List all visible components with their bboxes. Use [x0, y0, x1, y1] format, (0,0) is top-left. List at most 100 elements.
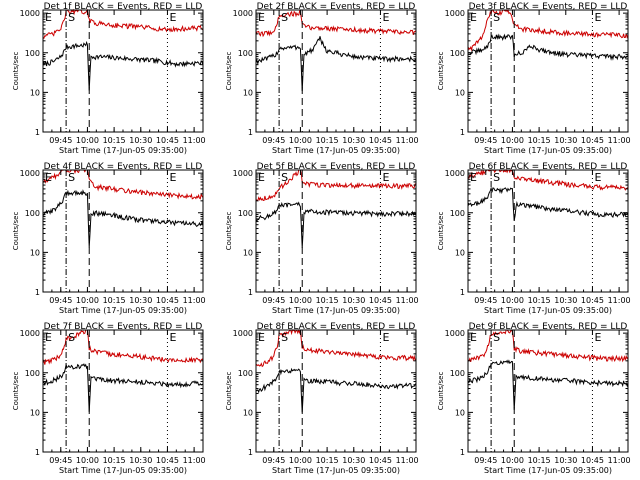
y-tick-label: 100	[450, 209, 465, 218]
x-axis-label: Start Time (17-Jun-05 09:35:00)	[59, 146, 187, 155]
x-tick-label: 10:00	[76, 136, 99, 145]
x-tick-label: 11:00	[396, 136, 419, 145]
x-tick-label: 10:15	[316, 136, 339, 145]
y-tick-label: 100	[238, 49, 253, 58]
marker-label: E	[258, 331, 265, 344]
y-tick-label: 10	[243, 88, 253, 97]
marker-label: E	[382, 11, 389, 24]
marker-label: E	[169, 331, 176, 344]
x-tick-label: 11:00	[608, 456, 631, 465]
marker-label: E	[258, 171, 265, 184]
lld-series-line	[42, 169, 204, 200]
y-tick-label: 1000	[445, 329, 465, 338]
y-tick-label: 100	[450, 369, 465, 378]
y-tick-label: 10	[455, 248, 465, 257]
x-tick-label: 10:45	[581, 136, 604, 145]
marker-label: E	[258, 11, 265, 24]
y-tick-label: 100	[238, 369, 253, 378]
lld-series-line	[42, 329, 204, 365]
marker-label: E	[594, 331, 601, 344]
x-tick-label: 09:45	[474, 456, 497, 465]
events-series-line	[467, 186, 629, 221]
x-tick-label: 10:15	[528, 136, 551, 145]
x-axis-label: Start Time (17-Jun-05 09:35:00)	[272, 306, 400, 315]
x-tick-label: 09:45	[474, 136, 497, 145]
marker-label: E	[382, 171, 389, 184]
marker-label: S	[281, 171, 288, 184]
x-tick-label: 10:45	[581, 456, 604, 465]
x-tick-label: 10:30	[129, 456, 152, 465]
y-axis-label: Counts/sec	[225, 372, 233, 411]
y-tick-label: 10	[243, 408, 253, 417]
x-tick-label: 10:30	[342, 456, 365, 465]
x-tick-label: 10:45	[369, 296, 392, 305]
y-tick-label: 100	[238, 209, 253, 218]
x-axis-label: Start Time (17-Jun-05 09:35:00)	[484, 146, 612, 155]
lld-series-line	[255, 328, 417, 368]
x-tick-label: 11:00	[608, 136, 631, 145]
x-tick-label: 10:15	[528, 456, 551, 465]
x-tick-label: 10:00	[76, 456, 99, 465]
y-tick-label: 10	[243, 248, 253, 257]
y-tick-label: 1000	[233, 9, 253, 18]
lld-series-line	[255, 9, 417, 38]
marker-label: S	[493, 171, 500, 184]
x-tick-label: 10:00	[501, 296, 524, 305]
y-tick-label: 1000	[445, 9, 465, 18]
x-tick-label: 10:00	[76, 296, 99, 305]
marker-label: E	[470, 171, 477, 184]
events-series-line	[467, 33, 629, 61]
x-tick-label: 09:45	[49, 296, 72, 305]
y-axis-label: Counts/sec	[225, 212, 233, 251]
y-tick-label: 10	[30, 88, 40, 97]
y-tick-label: 1	[35, 288, 40, 297]
x-tick-label: 11:00	[183, 456, 206, 465]
x-axis-label: Start Time (17-Jun-05 09:35:00)	[272, 466, 400, 475]
x-tick-label: 10:45	[581, 296, 604, 305]
y-axis-label: Counts/sec	[12, 212, 20, 251]
y-axis-label: Counts/sec	[12, 52, 20, 91]
lld-series-line	[467, 168, 629, 191]
x-tick-label: 10:30	[554, 456, 577, 465]
x-tick-label: 10:30	[129, 296, 152, 305]
x-axis-label: Start Time (17-Jun-05 09:35:00)	[272, 146, 400, 155]
panel-title: Det 4f BLACK = Events, RED = LLD	[44, 162, 203, 172]
marker-label: S	[281, 11, 288, 24]
y-tick-label: 1000	[233, 329, 253, 338]
events-series-line	[255, 367, 417, 413]
marker-label: S	[68, 11, 75, 24]
lld-series-line	[467, 8, 629, 52]
x-tick-label: 10:15	[103, 136, 126, 145]
x-tick-label: 11:00	[183, 296, 206, 305]
y-tick-label: 10	[455, 88, 465, 97]
y-axis-label: Counts/sec	[437, 372, 445, 411]
x-tick-label: 10:00	[289, 456, 312, 465]
y-tick-label: 1	[460, 288, 465, 297]
panel-title: Det 3f BLACK = Events, RED = LLD	[469, 2, 628, 12]
marker-label: E	[594, 171, 601, 184]
y-tick-label: 1	[248, 448, 253, 457]
x-tick-label: 09:45	[474, 296, 497, 305]
marker-label: E	[594, 11, 601, 24]
panel-title: Det 7f BLACK = Events, RED = LLD	[44, 322, 203, 332]
x-tick-label: 09:45	[49, 136, 72, 145]
x-tick-label: 09:45	[262, 136, 285, 145]
marker-label: S	[68, 171, 75, 184]
y-axis-label: Counts/sec	[12, 372, 20, 411]
marker-label: E	[169, 11, 176, 24]
x-tick-label: 10:30	[129, 136, 152, 145]
y-tick-label: 1000	[20, 9, 40, 18]
y-tick-label: 10	[30, 408, 40, 417]
y-tick-label: 100	[25, 209, 40, 218]
marker-label: S	[281, 331, 288, 344]
marker-label: E	[470, 11, 477, 24]
events-series-line	[255, 36, 417, 92]
panel-title: Det 2f BLACK = Events, RED = LLD	[257, 2, 416, 12]
x-axis-label: Start Time (17-Jun-05 09:35:00)	[484, 306, 612, 315]
x-axis-label: Start Time (17-Jun-05 09:35:00)	[59, 466, 187, 475]
